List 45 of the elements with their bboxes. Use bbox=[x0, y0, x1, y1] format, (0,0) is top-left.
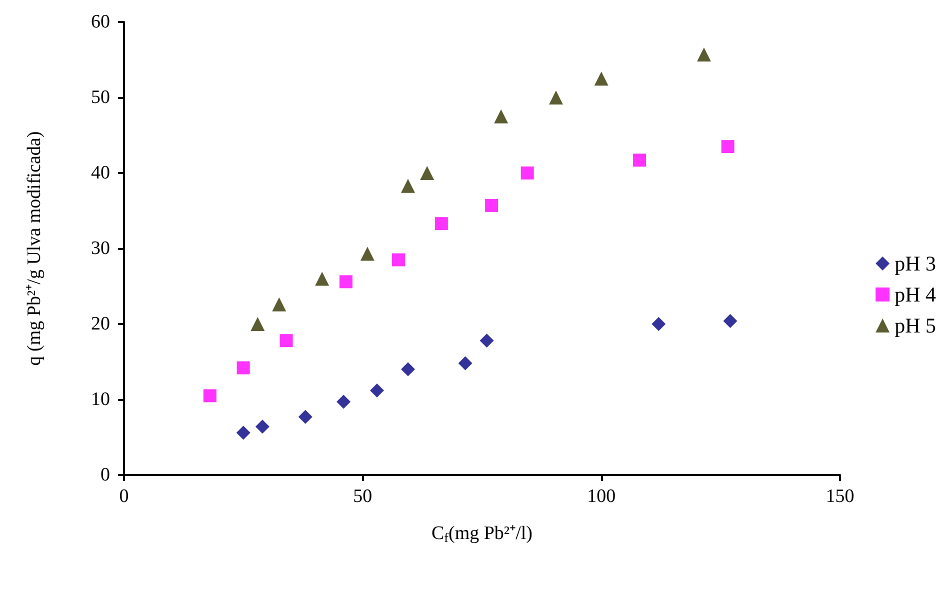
point bbox=[652, 317, 666, 331]
x-tick-label: 100 bbox=[587, 486, 616, 507]
point bbox=[272, 297, 286, 312]
y-tick-label: 30 bbox=[91, 238, 110, 259]
x-tick-label: 0 bbox=[119, 486, 129, 507]
y-tick-label: 60 bbox=[91, 12, 110, 32]
point bbox=[458, 356, 472, 370]
point bbox=[494, 109, 508, 124]
legend-label: pH 4 bbox=[894, 282, 936, 306]
point bbox=[298, 410, 312, 424]
point bbox=[548, 90, 563, 104]
y-tick-label: 40 bbox=[91, 162, 110, 184]
y-tick-label: 20 bbox=[91, 314, 110, 334]
y-axis-title: q (mg Pb²⁺/g Ulva modificada) bbox=[24, 131, 45, 366]
point bbox=[401, 178, 416, 193]
point bbox=[236, 426, 250, 440]
x-tick-label: 150 bbox=[826, 486, 854, 507]
point bbox=[721, 140, 734, 154]
point bbox=[336, 394, 351, 409]
point bbox=[250, 317, 265, 331]
point bbox=[203, 389, 216, 402]
y-tick-label: 10 bbox=[91, 389, 110, 410]
legend-label: pH 5 bbox=[894, 314, 936, 338]
point bbox=[339, 275, 352, 288]
point bbox=[236, 361, 250, 374]
y-tick-label: 50 bbox=[91, 87, 110, 108]
point bbox=[315, 272, 330, 286]
point bbox=[723, 314, 738, 328]
point bbox=[696, 47, 711, 62]
point bbox=[480, 334, 494, 348]
legend-label: pH 3 bbox=[894, 252, 936, 276]
point bbox=[255, 420, 270, 434]
x-tick-label: 50 bbox=[353, 486, 372, 507]
point bbox=[633, 154, 646, 167]
point bbox=[594, 72, 608, 86]
point bbox=[280, 334, 293, 348]
point bbox=[520, 166, 534, 180]
point bbox=[392, 253, 405, 266]
point bbox=[370, 383, 384, 398]
point bbox=[401, 362, 416, 376]
point bbox=[420, 166, 434, 180]
point bbox=[485, 198, 498, 212]
y-tick-label: 0 bbox=[100, 464, 110, 486]
point bbox=[360, 246, 374, 261]
point bbox=[434, 217, 448, 230]
